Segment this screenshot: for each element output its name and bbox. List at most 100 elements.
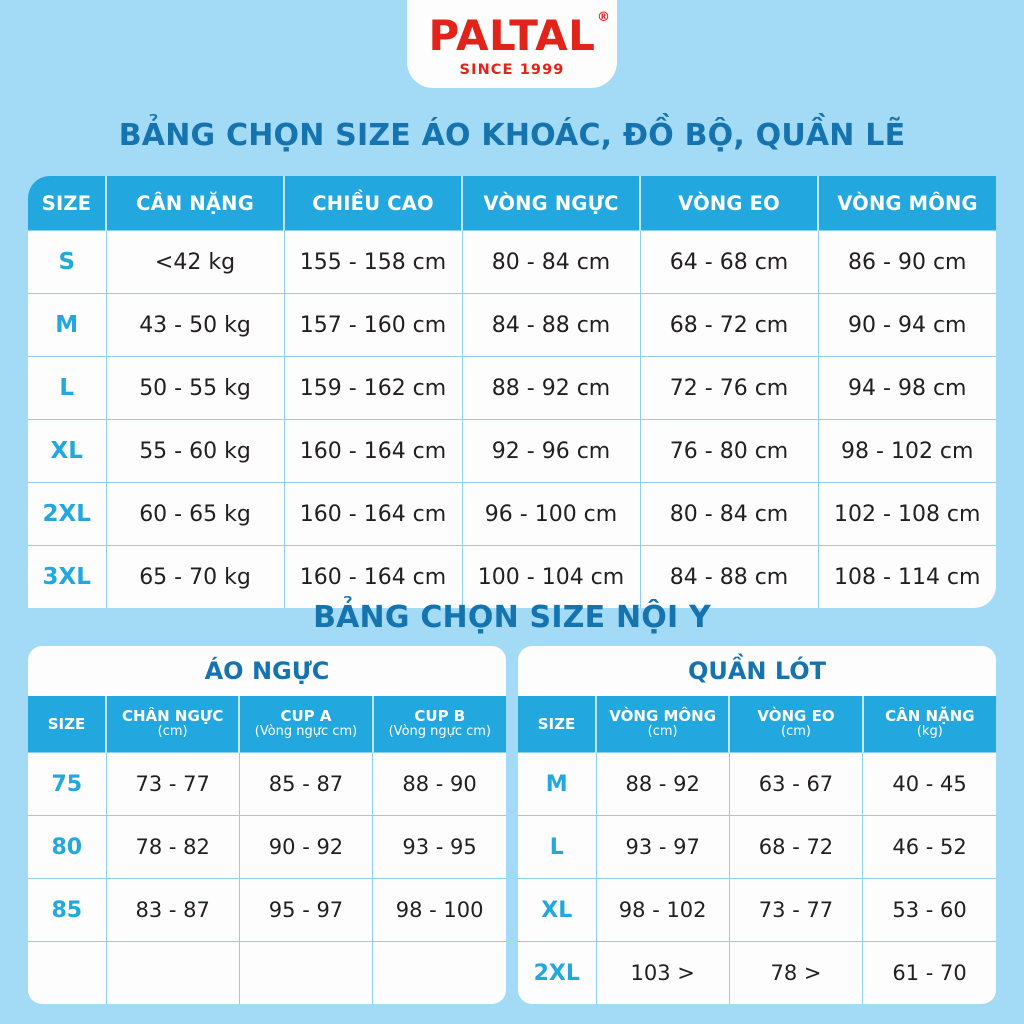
size-cell: [28, 941, 107, 1004]
measurement-cell: 53 - 60: [862, 878, 996, 942]
bra-size-table: SIZE CHÂN NGỰC (cm) CUP A (Vòng ngực cm) CUP …: [28, 696, 506, 1004]
measurement-cell: <42 kg: [105, 230, 285, 294]
column-header-label: CUP A: [280, 707, 332, 726]
measurement-cell: 80 - 84 cm: [639, 482, 819, 546]
measurement-cell: 61 - 70: [862, 941, 996, 1004]
innerwear-section-title: BẢNG CHỌN SIZE NỘI Y: [313, 600, 711, 635]
table-header-row: SIZE CÂN NẶNG CHIỀU CAO VÒNG NGỰC VÒNG EO VÒN…: [28, 176, 996, 231]
measurement-cell: [105, 941, 240, 1004]
measurement-cell: 85 - 87: [238, 752, 374, 816]
measurement-cell: 63 - 67: [728, 752, 864, 816]
panty-size-block: QUẦN LÓT SIZE VÒNG MÔNG (cm) VÒNG EO (cm) CÂN…: [518, 646, 996, 1004]
measurement-cell: [372, 941, 506, 1004]
table-row: [28, 941, 506, 1004]
measurement-cell: 73 - 77: [728, 878, 864, 942]
measurement-cell: 78 - 82: [105, 815, 240, 879]
size-cell: 80: [28, 815, 107, 879]
size-cell: 3XL: [28, 545, 107, 608]
brand-tagline: SINCE 1999: [459, 62, 565, 78]
size-cell: L: [28, 356, 107, 420]
bra-size-block: ÁO NGỰC SIZE CHÂN NGỰC (cm) CUP A (Vòng ngực…: [28, 646, 506, 1004]
table-row: 3XL 65 - 70 kg 160 - 164 cm 100 - 104 cm 84 …: [28, 545, 996, 608]
measurement-cell: 159 - 162 cm: [283, 356, 463, 420]
size-cell: 2XL: [28, 482, 107, 546]
column-header-3: VÒNG NGỰC: [462, 176, 641, 231]
column-header-1: CHÂN NGỰC (cm): [106, 696, 241, 753]
table-row: M 88 - 92 63 - 67 40 - 45: [518, 752, 996, 816]
measurement-cell: 73 - 77: [105, 752, 240, 816]
table-header-row: SIZE VÒNG MÔNG (cm) VÒNG EO (cm) CÂN NẶNG (kg): [518, 696, 996, 753]
column-header-1: CÂN NẶNG: [106, 176, 285, 231]
bra-table-caption: ÁO NGỰC: [28, 646, 506, 696]
column-header-3: CUP B (Vòng ngực cm): [372, 696, 506, 753]
measurement-cell: 102 - 108 cm: [817, 482, 996, 546]
measurement-cell: 76 - 80 cm: [639, 419, 819, 483]
measurement-cell: 93 - 95: [372, 815, 506, 879]
column-header-4: VÒNG EO: [640, 176, 819, 231]
measurement-cell: 94 - 98 cm: [817, 356, 996, 420]
table-row: 80 78 - 82 90 - 92 93 - 95: [28, 815, 506, 879]
measurement-cell: 98 - 102: [595, 878, 730, 942]
measurement-cell: 65 - 70 kg: [105, 545, 285, 608]
column-header-label: VÒNG EO: [757, 707, 835, 726]
size-cell: 2XL: [518, 941, 597, 1004]
column-header-label: SIZE: [47, 714, 86, 733]
table-header-row: SIZE CHÂN NGỰC (cm) CUP A (Vòng ngực cm) CUP …: [28, 696, 506, 753]
column-header-unit: (cm): [781, 724, 811, 740]
table-row: XL 55 - 60 kg 160 - 164 cm 92 - 96 cm 76 - 8…: [28, 419, 996, 483]
brand-name-text: PALTAL ®: [429, 11, 610, 57]
column-header-label: SIZE: [537, 714, 576, 733]
measurement-cell: 90 - 94 cm: [817, 293, 996, 357]
size-cell: 75: [28, 752, 107, 816]
measurement-cell: 60 - 65 kg: [105, 482, 285, 546]
measurement-cell: 55 - 60 kg: [105, 419, 285, 483]
measurement-cell: 160 - 164 cm: [283, 419, 463, 483]
measurement-cell: 98 - 102 cm: [817, 419, 996, 483]
table-row: S <42 kg 155 - 158 cm 80 - 84 cm 64 - 68 cm 8…: [28, 230, 996, 294]
measurement-cell: 96 - 100 cm: [461, 482, 641, 546]
brand-logo: PALTAL ® SINCE 1999: [407, 0, 617, 88]
measurement-cell: 155 - 158 cm: [283, 230, 463, 294]
brand-name-label: PALTAL: [428, 11, 596, 60]
table-row: 2XL 103 >78 >61 - 70: [518, 941, 996, 1004]
table-body: M 88 - 92 63 - 67 40 - 45 L 93 - 97 68 - 72 46 …: [518, 752, 996, 1004]
column-header-0: SIZE: [518, 696, 597, 753]
table-body: 75 73 - 77 85 - 87 88 - 90 80 78 - 82 90 - 92 9…: [28, 752, 506, 1004]
size-cell: L: [518, 815, 597, 879]
size-cell: XL: [28, 419, 107, 483]
column-header-2: VÒNG EO (cm): [729, 696, 864, 753]
panty-size-table: SIZE VÒNG MÔNG (cm) VÒNG EO (cm) CÂN NẶNG (kg)…: [518, 696, 996, 1004]
measurement-cell: 157 - 160 cm: [283, 293, 463, 357]
measurement-cell: 108 - 114 cm: [817, 545, 996, 608]
measurement-cell: 40 - 45: [862, 752, 996, 816]
table-row: M 43 - 50 kg 157 - 160 cm 84 - 88 cm 68 - 72…: [28, 293, 996, 357]
measurement-cell: 72 - 76 cm: [639, 356, 819, 420]
measurement-cell: [238, 941, 374, 1004]
measurement-cell: 95 - 97: [238, 878, 374, 942]
table-row: L 50 - 55 kg 159 - 162 cm 88 - 92 cm 72 - 76…: [28, 356, 996, 420]
measurement-cell: 160 - 164 cm: [283, 545, 463, 608]
measurement-cell: 88 - 92: [595, 752, 730, 816]
column-header-0: SIZE: [28, 696, 107, 753]
measurement-cell: 68 - 72 cm: [639, 293, 819, 357]
measurement-cell: 83 - 87: [105, 878, 240, 942]
column-header-3: CÂN NẶNG (kg): [862, 696, 996, 753]
measurement-cell: 78 >: [728, 941, 864, 1004]
panty-table-caption: QUẦN LÓT: [518, 646, 996, 696]
measurement-cell: 103 >: [595, 941, 730, 1004]
column-header-2: CUP A (Vòng ngực cm): [239, 696, 374, 753]
column-header-unit: (cm): [647, 724, 678, 740]
innerwear-tables-row: ÁO NGỰC SIZE CHÂN NGỰC (cm) CUP A (Vòng ngực…: [28, 646, 996, 1004]
measurement-cell: 100 - 104 cm: [461, 545, 641, 608]
table-body: S <42 kg 155 - 158 cm 80 - 84 cm 64 - 68 cm 8…: [28, 230, 996, 608]
measurement-cell: 160 - 164 cm: [283, 482, 463, 546]
table-row: 75 73 - 77 85 - 87 88 - 90: [28, 752, 506, 816]
column-header-1: VÒNG MÔNG (cm): [596, 696, 731, 753]
column-header-label: CUP B: [414, 707, 466, 726]
size-cell: M: [518, 752, 597, 816]
outerwear-section-title: BẢNG CHỌN SIZE ÁO KHOÁC, ĐỒ BỘ, QUẦN LẼ: [118, 118, 906, 153]
column-header-label: CHÂN NGỰC: [121, 707, 224, 726]
column-header-unit: (kg): [916, 724, 943, 740]
measurement-cell: 84 - 88 cm: [461, 293, 641, 357]
measurement-cell: 86 - 90 cm: [817, 230, 996, 294]
